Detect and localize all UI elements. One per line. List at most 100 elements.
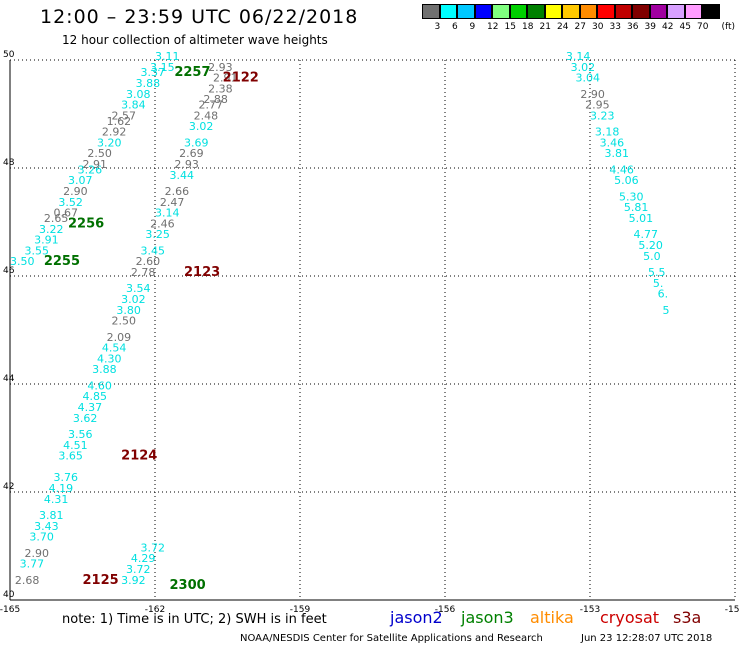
data-point: 3.72	[141, 541, 166, 554]
data-point: 3.62	[73, 412, 98, 425]
data-point: 3.77	[20, 558, 44, 571]
data-point: 3.54	[126, 282, 151, 295]
data-point: 2.57	[112, 109, 137, 122]
x-tick-label: -153	[580, 605, 600, 615]
data-point: 2.65	[44, 212, 68, 225]
colorbar-tick-label: 15	[504, 22, 516, 32]
data-point: 3.80	[116, 304, 141, 317]
x-tick-label: -150	[725, 605, 740, 615]
data-point: 3.25	[145, 228, 170, 241]
colorbar-swatch	[562, 4, 580, 19]
data-point: 2.93	[208, 61, 233, 74]
data-point: 6.	[658, 288, 669, 301]
colorbar-tick-label: 36	[627, 22, 639, 32]
y-tick-label: 50	[3, 50, 15, 60]
data-point: 2.47	[160, 196, 185, 209]
colorbar-swatch	[649, 4, 667, 19]
colorbar-swatch	[684, 4, 702, 19]
data-point: 3.92	[121, 574, 145, 587]
colorbar-tick-label: 6	[452, 22, 458, 32]
colorbar-swatch	[579, 4, 597, 19]
colorbar-tick-label: 70	[697, 22, 709, 32]
data-point: 2.46	[150, 217, 175, 230]
colorbar-tick-label: 18	[522, 22, 534, 32]
colorbar-tick-label: 24	[557, 22, 569, 32]
data-point: 3.20	[97, 136, 122, 149]
data-point: 3.52	[58, 196, 82, 209]
colorbar-tick-label: 9	[469, 22, 476, 32]
colorbar-swatch	[667, 4, 685, 19]
data-point: 3.56	[68, 428, 93, 441]
data-point: 1.62	[107, 115, 131, 128]
data-point: 3.02	[571, 61, 596, 74]
x-tick-label: -165	[0, 605, 20, 615]
data-point: 3.91	[34, 234, 59, 247]
data-point: 3.43	[34, 520, 59, 533]
colorbar-tick-label: 27	[574, 22, 586, 32]
data-point: 3.23	[590, 109, 615, 122]
data-point: 2.95	[585, 99, 610, 112]
x-tick-label: -162	[145, 605, 165, 615]
data-point: 3.37	[141, 66, 166, 79]
data-point: 5.0	[643, 250, 661, 263]
data-point: 3.70	[29, 531, 54, 544]
page-title: 12:00 – 23:59 UTC 06/22/2018	[40, 6, 359, 28]
colorbar-tick-label: 33	[609, 22, 621, 32]
legend-entry-altika: altika	[530, 608, 574, 627]
legend-entry-jason3: jason3	[461, 608, 514, 627]
footer-timestamp: Jun 23 12:28:07 UTC 2018	[581, 633, 713, 644]
colorbar-swatch	[509, 4, 527, 19]
data-point: 4.31	[44, 493, 68, 506]
data-point: 3.88	[92, 363, 117, 376]
track-time-label: 2125	[83, 573, 119, 588]
data-point: 3.45	[141, 244, 166, 257]
data-point: 3.55	[25, 244, 50, 257]
data-point: 5.06	[614, 174, 639, 187]
track-time-label: 2122	[223, 71, 259, 86]
data-point: 3.15	[150, 61, 175, 74]
y-tick-label: 46	[3, 266, 15, 276]
page-subtitle: 12 hour collection of altimeter wave hei…	[62, 33, 328, 47]
data-point: 4.54	[102, 342, 127, 355]
data-point: 0.67	[54, 207, 79, 220]
data-point: 2.77	[199, 99, 224, 112]
data-point: 3.88	[136, 77, 161, 90]
legend-entry-jason2: jason2	[390, 608, 443, 627]
data-point: 2.92	[102, 126, 127, 139]
data-point: 3.04	[576, 72, 601, 85]
track-time-label: 2123	[184, 265, 220, 280]
data-point: 2.60	[136, 255, 161, 268]
colorbar-tick-label: 12	[487, 22, 499, 32]
colorbar-tick-label: 45	[679, 22, 691, 32]
colorbar-swatch	[527, 4, 545, 19]
data-point: 4.85	[83, 390, 108, 403]
data-point: 2.90	[25, 547, 50, 560]
y-tick-label: 48	[3, 158, 15, 168]
data-point: 4.46	[609, 163, 634, 176]
data-point: 3.08	[126, 88, 151, 101]
data-point: 2.91	[213, 72, 238, 85]
data-point: 2.50	[112, 315, 137, 328]
data-point: 3.11	[155, 50, 180, 63]
data-point: 5.	[653, 277, 664, 290]
track-time-label: 2256	[68, 216, 104, 231]
data-point: 2.90	[580, 88, 605, 101]
colorbar-tick-label: 30	[592, 22, 604, 32]
colorbar-swatch	[457, 4, 475, 19]
legend-entry-cryosat: cryosat	[600, 608, 660, 627]
data-point: 2.50	[87, 147, 112, 160]
y-tick-label: 40	[3, 590, 15, 600]
data-point: 3.50	[10, 255, 35, 268]
data-point: 2.09	[107, 331, 131, 344]
data-point: 3.81	[605, 147, 630, 160]
data-point: 2.38	[208, 82, 233, 95]
data-point: 5.30	[619, 190, 644, 203]
data-point: 4.60	[87, 379, 112, 392]
data-point: 3.81	[39, 509, 64, 522]
data-point: 2.48	[194, 109, 219, 122]
colorbar-swatch	[422, 4, 440, 19]
y-tick-label: 42	[3, 482, 14, 492]
colorbar-tick-label: 42	[662, 22, 674, 32]
data-point: 2.78	[131, 266, 156, 279]
